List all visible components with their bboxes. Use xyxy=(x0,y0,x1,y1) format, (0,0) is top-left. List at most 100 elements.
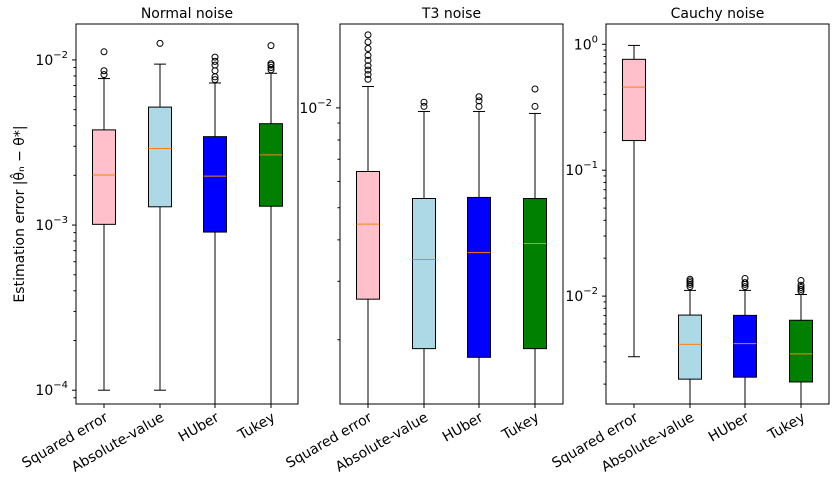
outlier-point xyxy=(267,60,275,68)
iqr-box xyxy=(356,170,380,300)
tick-exponent: −1 xyxy=(583,160,598,171)
panel-title: T3 noise xyxy=(421,6,481,22)
outlier-point xyxy=(797,285,805,293)
y-tick-label: 10−4 xyxy=(35,380,68,399)
box-tukey xyxy=(789,277,813,404)
outlier-point xyxy=(420,98,428,106)
iqr-box xyxy=(412,198,436,350)
axes-frame xyxy=(339,23,564,405)
outlier-point xyxy=(686,275,694,283)
outlier-point xyxy=(797,277,805,285)
box-squared-error xyxy=(92,48,116,391)
iqr-box xyxy=(678,314,702,380)
y-tick-label: 10−1 xyxy=(565,160,598,179)
outlier-point xyxy=(364,75,372,83)
outlier-point xyxy=(156,39,164,47)
iqr-box xyxy=(92,129,116,225)
outlier-point xyxy=(475,93,483,101)
x-tick-label: Tukey xyxy=(499,410,542,444)
x-tick-label: HUber xyxy=(706,409,752,445)
outlier-point xyxy=(211,61,219,69)
x-tick-label: HUber xyxy=(176,409,222,445)
outlier-point xyxy=(364,45,372,53)
outlier-point xyxy=(797,281,805,289)
outlier-point xyxy=(364,62,372,70)
iqr-box xyxy=(789,319,813,383)
outlier-point xyxy=(420,102,428,110)
tick-exponent: −2 xyxy=(317,98,332,109)
outlier-point xyxy=(211,67,219,75)
y-tick-label: 100 xyxy=(574,34,598,53)
panel-title: Normal noise xyxy=(141,6,233,22)
box-huber xyxy=(467,93,491,404)
x-tick-label: Tukey xyxy=(235,410,278,444)
box-absolute-value xyxy=(412,98,436,404)
y-axis-label: Estimation error |θ̂ₙ − θ*| xyxy=(9,125,28,302)
box-huber xyxy=(203,53,227,404)
outlier-point xyxy=(531,85,539,93)
iqr-box xyxy=(203,136,227,233)
outlier-point xyxy=(100,67,108,75)
y-tick-label: 10−2 xyxy=(299,98,332,117)
box-squared-error xyxy=(356,31,380,404)
tick-exponent: −3 xyxy=(53,215,68,226)
tick-base: 10 xyxy=(35,53,53,69)
outlier-point xyxy=(531,102,539,110)
axes-frame xyxy=(605,23,830,405)
x-tick-label: Absolute-value xyxy=(333,410,431,476)
outlier-point xyxy=(741,283,749,291)
outlier-point xyxy=(364,31,372,39)
x-tick-label: Absolute-value xyxy=(599,410,697,476)
y-tick-label: 10−2 xyxy=(565,286,598,305)
tick-base: 10 xyxy=(35,218,53,234)
outlier-point xyxy=(364,71,372,79)
box-absolute-value xyxy=(678,275,702,404)
iqr-box xyxy=(733,314,757,378)
outlier-point xyxy=(211,53,219,61)
outlier-point xyxy=(267,63,275,71)
box-tukey xyxy=(523,85,547,404)
box-huber xyxy=(733,274,757,404)
outlier-point xyxy=(797,284,805,292)
y-tick-label: 10−3 xyxy=(35,215,68,234)
outlier-point xyxy=(100,48,108,56)
tick-base: 10 xyxy=(299,101,317,117)
box-tukey xyxy=(259,42,283,404)
tick-base: 10 xyxy=(35,383,53,399)
x-tick-label: HUber xyxy=(440,409,486,445)
outlier-point xyxy=(364,38,372,46)
tick-exponent: −2 xyxy=(583,286,598,297)
panel-title: Cauchy noise xyxy=(671,6,765,22)
iqr-box xyxy=(523,198,547,350)
tick-base: 10 xyxy=(565,289,583,305)
tick-exponent: −4 xyxy=(53,380,68,391)
box-absolute-value xyxy=(148,39,172,391)
iqr-box xyxy=(259,123,283,207)
outlier-point xyxy=(267,42,275,50)
iqr-box xyxy=(467,196,491,358)
tick-base: 10 xyxy=(574,37,592,53)
tick-base: 10 xyxy=(565,163,583,179)
outlier-point xyxy=(364,51,372,59)
outlier-point xyxy=(364,66,372,74)
box-squared-error xyxy=(622,44,646,358)
outlier-point xyxy=(475,97,483,105)
iqr-box xyxy=(148,106,172,208)
tick-exponent: −2 xyxy=(53,50,68,61)
axes-frame xyxy=(75,23,299,405)
outlier-point xyxy=(211,76,219,84)
outlier-point xyxy=(100,71,108,79)
outlier-point xyxy=(364,56,372,64)
y-tick-label: 10−2 xyxy=(35,50,68,69)
x-tick-label: Absolute-value xyxy=(69,410,167,476)
x-tick-label: Tukey xyxy=(765,410,808,444)
outlier-point xyxy=(741,279,749,287)
outlier-point xyxy=(741,274,749,282)
iqr-box xyxy=(622,58,646,142)
tick-exponent: 0 xyxy=(592,34,598,45)
